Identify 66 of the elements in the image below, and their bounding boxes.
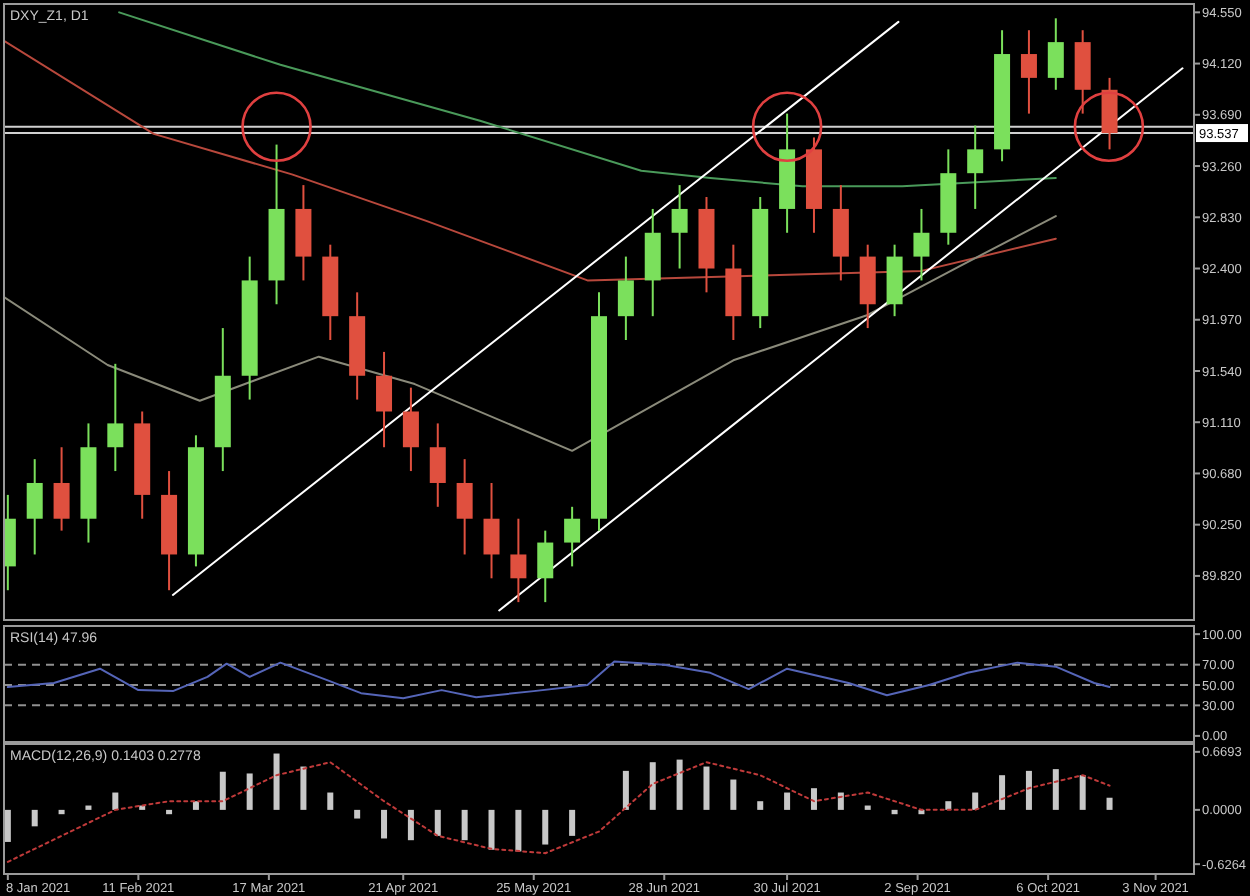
line-series	[6, 660, 1111, 700]
candlestick	[644, 207, 661, 318]
candlestick	[886, 243, 903, 318]
bar	[300, 766, 307, 810]
bar	[434, 809, 441, 836]
bar	[1025, 770, 1032, 810]
bar	[4, 809, 11, 842]
candlestick	[617, 255, 634, 341]
bar	[192, 801, 199, 810]
candlestick	[402, 386, 419, 473]
bar	[649, 762, 656, 810]
bar	[31, 809, 38, 827]
line-series	[4, 39, 1057, 282]
bar	[703, 766, 710, 810]
candlestick	[832, 184, 849, 282]
candlestick	[1101, 76, 1118, 151]
bar	[542, 809, 549, 845]
line-series	[118, 11, 1057, 188]
line-series	[4, 215, 1057, 452]
bar	[461, 809, 468, 841]
bar	[112, 792, 119, 810]
bar	[810, 788, 817, 810]
candlestick	[564, 505, 581, 568]
bar	[354, 809, 361, 819]
bar	[1052, 769, 1059, 810]
bar	[999, 775, 1006, 810]
candlestick	[295, 184, 312, 282]
bar	[730, 779, 737, 810]
bar	[784, 792, 791, 810]
bar	[676, 759, 683, 810]
bar	[757, 801, 764, 810]
candlestick	[53, 446, 70, 532]
line-series	[6, 761, 1111, 863]
bar	[1079, 775, 1086, 810]
candlestick	[26, 458, 43, 556]
bar	[891, 809, 898, 815]
candlestick	[913, 207, 930, 282]
candlestick	[1074, 29, 1091, 115]
candlestick	[483, 481, 500, 580]
bar	[569, 809, 576, 836]
bar	[381, 809, 388, 839]
bar	[1106, 797, 1113, 810]
bar	[622, 770, 629, 810]
candlestick	[510, 517, 527, 604]
bar	[246, 773, 253, 810]
bar	[327, 792, 334, 810]
bar	[407, 809, 414, 841]
candlestick	[859, 243, 876, 330]
candlestick	[107, 362, 124, 473]
candlestick	[725, 243, 742, 341]
candlestick	[1047, 17, 1064, 91]
bar	[58, 809, 65, 815]
candlestick	[671, 184, 688, 270]
candlestick	[1020, 29, 1037, 115]
candlestick	[456, 458, 473, 556]
candlestick	[537, 529, 554, 604]
candlestick	[429, 422, 446, 508]
bar	[219, 771, 226, 810]
bar	[273, 753, 280, 810]
candlestick	[967, 124, 984, 210]
bar	[945, 801, 952, 810]
bar	[515, 809, 522, 852]
bar	[166, 809, 173, 815]
candlestick	[376, 350, 393, 449]
bar	[972, 792, 979, 810]
bar	[488, 809, 495, 850]
